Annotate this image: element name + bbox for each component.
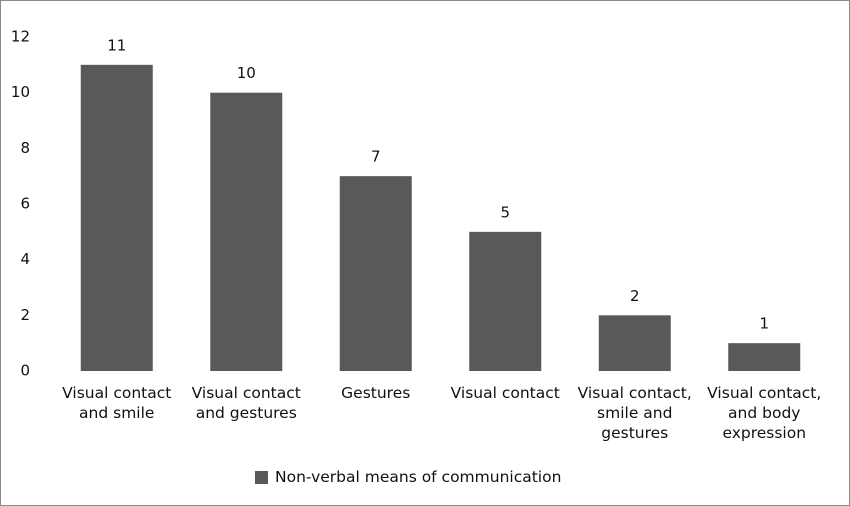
data-label: 5	[500, 203, 510, 221]
data-label: 2	[630, 287, 640, 305]
x-tick-label: Visual contact and smile	[62, 384, 172, 422]
y-tick-label: 10	[11, 83, 30, 101]
x-tick-label: Visual contact, smile and gestures	[577, 384, 692, 442]
legend-swatch	[255, 471, 268, 484]
data-label: 7	[371, 148, 381, 166]
bar	[728, 343, 801, 371]
data-label: 1	[759, 315, 769, 333]
data-label: 11	[107, 36, 126, 54]
bar	[598, 315, 671, 371]
bar	[339, 176, 412, 371]
y-tick-label: 12	[11, 28, 30, 46]
x-tick-label: Gestures	[341, 384, 411, 402]
legend-label: Non-verbal means of communication	[275, 468, 562, 486]
x-tick-label: Visual contact, and body expression	[707, 384, 822, 442]
bar	[80, 64, 153, 371]
y-tick-label: 4	[20, 250, 30, 268]
bar	[469, 231, 542, 371]
y-tick-label: 0	[20, 362, 30, 380]
y-tick-label: 8	[20, 139, 30, 157]
y-tick-label: 6	[20, 195, 30, 213]
bar	[210, 92, 283, 372]
data-label: 10	[237, 64, 256, 82]
y-tick-label: 2	[20, 306, 30, 324]
x-tick-label: Visual contact and gestures	[191, 384, 301, 422]
x-tick-label: Visual contact	[450, 384, 560, 402]
